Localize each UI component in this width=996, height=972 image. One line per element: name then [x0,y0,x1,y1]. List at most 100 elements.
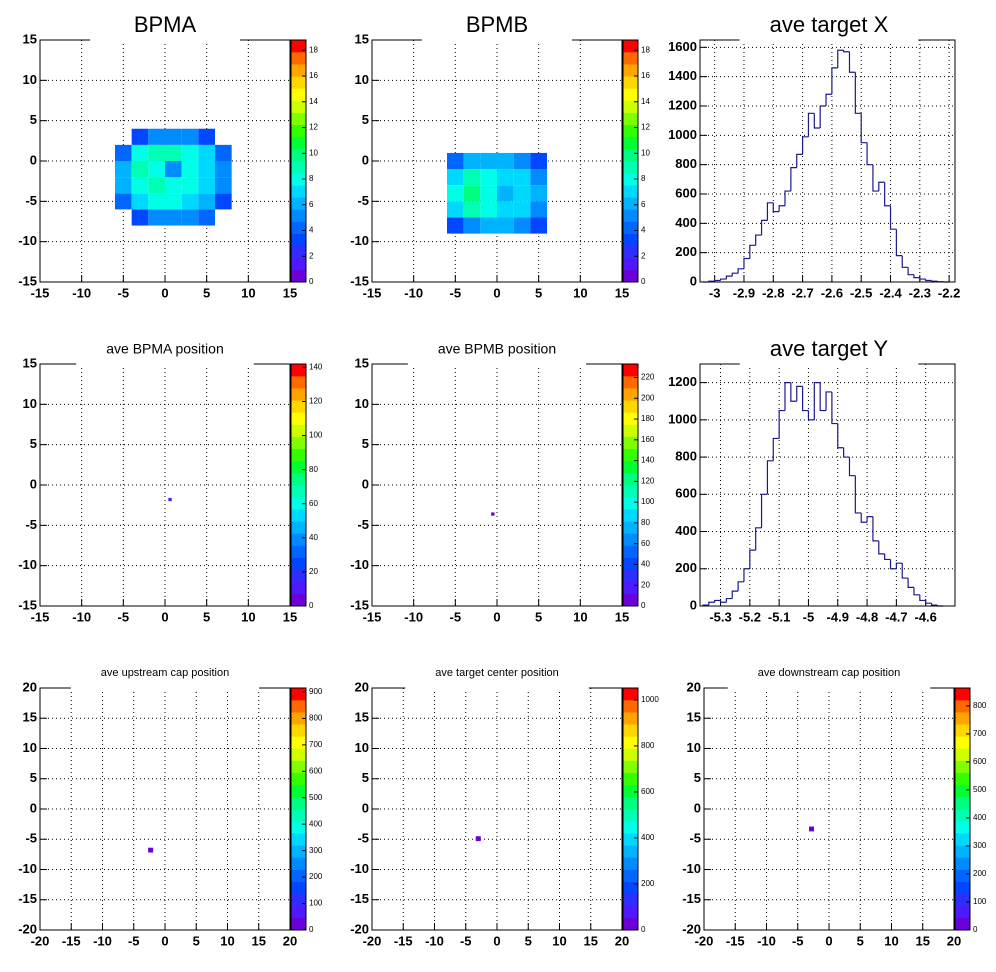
y-tick-label: -15 [18,273,37,288]
colorbar-band [291,845,306,858]
panel: -15 -10 -5 0 5 10 15 -15 -10 -5 0 5 10 15 0 2 4 6 8 10 12 14 1… [18,10,318,300]
x-tick-label: -5 [460,933,472,948]
colorbar-band [623,545,638,558]
colorbar-label: 12 [641,123,650,132]
y-tick-label: 0 [30,476,37,491]
histogram-bin [860,113,868,144]
y-tick-label: 200 [675,244,697,259]
heat-cell [148,177,165,194]
heat-cell [513,152,531,170]
histogram-bin [737,268,744,274]
colorbar-band [291,112,306,125]
y-tick-label: -10 [350,861,369,876]
colorbar-band [955,809,970,822]
colorbar-frame [954,687,971,931]
colorbar-band [623,245,638,259]
x-tick-label: 15 [252,933,266,948]
histogram-bin [725,275,733,280]
colorbar-band [623,712,638,725]
x-tick-label: -2.9 [733,285,755,300]
colorbar-band [955,845,970,858]
colorbar-label: 40 [309,533,318,542]
heat-cell [475,836,481,842]
colorbar-band [291,760,306,773]
x-tick-label: -4.6 [914,609,936,624]
colorbar-band [955,700,970,713]
colorbar-label: 600 [973,757,987,766]
colorbar-label: 14 [309,97,318,106]
histogram-bin [895,229,903,257]
colorbar-band [623,64,638,77]
colorbar-band [623,881,638,894]
x-tick-label: -5 [118,609,130,624]
colorbar-label: 0 [973,925,978,934]
histogram-bin [778,205,785,212]
title-box [727,658,931,690]
colorbar-band [623,796,638,810]
histogram-bin [825,93,832,106]
colorbar-label: 200 [309,872,323,881]
heat-cell [165,209,182,226]
histogram-bin [743,257,750,269]
heat-cell [198,177,215,194]
colorbar-band [623,521,638,534]
x-tick-label: 20 [947,933,961,948]
colorbar-label: 10 [309,148,318,157]
x-tick-label: 5 [535,285,542,300]
colorbar-band [623,533,638,546]
histogram-bin [714,599,721,603]
y-tick-label: 1000 [668,411,697,426]
panel: -15 -10 -5 0 5 10 15 -15 -10 -5 0 5 10 15 0 20 40 60 80 100… [350,334,655,624]
x-tick-label: -2.2 [938,285,960,300]
x-tick-label: 10 [552,933,566,948]
colorbar-band [291,833,306,846]
colorbar-label: 160 [641,435,655,444]
y-tick-label: 0 [690,597,697,612]
y-tick-label: 15 [355,31,369,46]
heat-cell [181,193,199,210]
heat-cell [530,217,547,234]
x-tick-label: -2.8 [762,285,784,300]
heat-cell [463,152,481,170]
colorbar-band [291,173,306,186]
title-box [739,334,919,366]
heat-cell [181,161,199,178]
y-tick-label: 0 [690,273,697,288]
histogram-bin [889,205,897,230]
histogram-bin [790,167,797,192]
heat-cell [115,161,132,178]
colorbar-band [623,593,638,607]
y-tick-label: -5 [357,193,369,208]
y-tick-label: -15 [18,891,37,906]
heat-cell [447,152,464,170]
y-tick-label: 1400 [668,68,697,83]
colorbar-band [623,221,638,234]
heat-cell [513,185,531,202]
y-tick-label: 15 [687,710,701,725]
y-tick-label: -5 [25,193,37,208]
y-tick-label: 20 [355,679,369,694]
heat-cell [181,144,199,161]
x-tick-label: -10 [404,285,423,300]
y-tick-label: 600 [675,185,697,200]
colorbar-label: 8 [641,174,646,183]
colorbar-label: 8 [309,174,314,183]
histogram-bin [778,409,785,439]
colorbar-label: 900 [309,687,323,696]
histogram-bin [854,475,862,514]
heat-cell [131,177,149,194]
colorbar-label: 4 [641,226,646,235]
colorbar-band [291,497,306,510]
heat-cell [198,209,215,226]
y-tick-label: 15 [355,355,369,370]
x-tick-label: 0 [493,609,500,624]
x-tick-label: -3 [709,285,721,300]
histogram-bin [843,447,850,458]
colorbar-band [291,161,306,174]
x-tick-label: 10 [241,285,255,300]
colorbar-label: 0 [641,277,646,286]
colorbar-band [623,557,638,570]
histogram-bin [895,562,903,569]
x-tick-label: 5 [525,933,532,948]
x-tick-label: -5 [450,285,462,300]
